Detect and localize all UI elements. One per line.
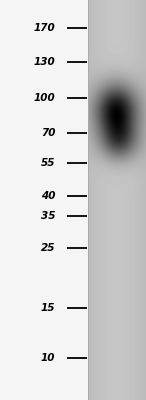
Text: 55: 55 xyxy=(41,158,55,168)
Text: 130: 130 xyxy=(34,57,55,67)
Bar xyxy=(0,0,88,400)
Text: 25: 25 xyxy=(41,243,55,253)
Text: 15: 15 xyxy=(41,303,55,313)
Text: 10: 10 xyxy=(41,353,55,363)
Text: 35: 35 xyxy=(41,211,55,221)
Text: 170: 170 xyxy=(34,23,55,33)
Text: 70: 70 xyxy=(41,128,55,138)
Text: 100: 100 xyxy=(34,93,55,103)
Text: 40: 40 xyxy=(41,191,55,201)
